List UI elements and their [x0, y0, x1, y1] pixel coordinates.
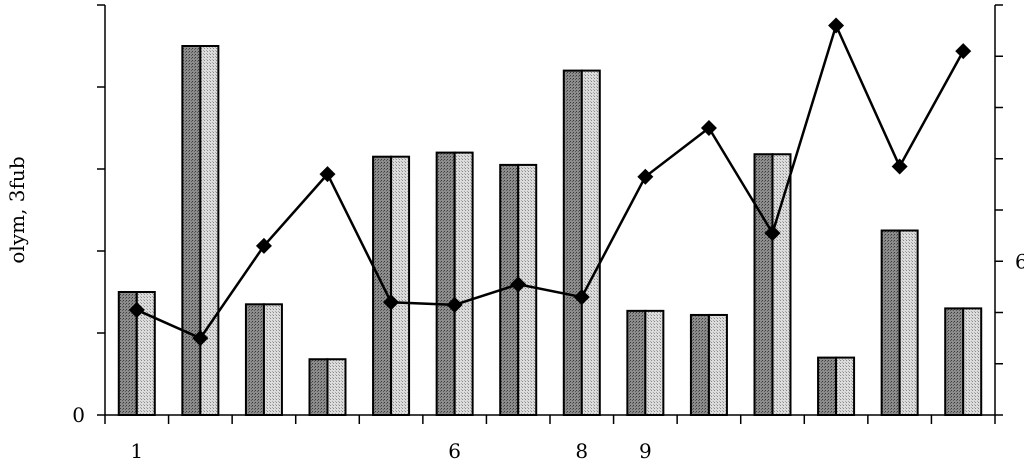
line-point-7	[510, 276, 527, 293]
bar-series2-14	[962, 307, 983, 416]
bar-series2-11	[771, 153, 792, 417]
x-tick-label-9: 9	[639, 439, 652, 463]
bar-series2-5	[390, 155, 411, 416]
bar-series1-9	[626, 309, 647, 416]
axes-layer: 0 6 1 6 8 9	[72, 4, 1024, 463]
bar-series2-3	[262, 303, 283, 416]
bar-series2-8	[580, 69, 601, 416]
bar-series1-2	[181, 45, 202, 416]
y-right-tick-label: 6	[1015, 249, 1024, 273]
line-point-1	[128, 301, 145, 318]
bar-series1-4	[308, 358, 329, 416]
line-point-14	[955, 43, 972, 60]
bar-series1-6	[435, 151, 456, 416]
x-tick-label-8: 8	[575, 439, 588, 463]
bar-series1-3	[244, 303, 265, 416]
bar-series1-11	[753, 153, 774, 417]
bars-layer	[117, 45, 983, 417]
line-point-8	[573, 289, 590, 306]
line-point-13	[891, 158, 908, 175]
bar-series2-4	[326, 358, 347, 416]
line-point-10	[700, 120, 717, 136]
bar-series1-10	[689, 313, 710, 416]
bar-series1-13	[880, 229, 901, 416]
bar-series2-2	[199, 45, 220, 416]
bar-series2-9	[644, 309, 665, 416]
line-point-9	[637, 168, 654, 185]
bar-series1-14	[944, 307, 965, 416]
line-series	[136, 21, 965, 340]
line-point-4	[319, 166, 336, 183]
bar-series2-13	[898, 229, 919, 416]
line-point-3	[255, 237, 272, 254]
bar-series2-7	[517, 163, 538, 416]
line-point-5	[383, 294, 400, 311]
bar-series1-12	[817, 356, 838, 417]
line-point-12	[828, 17, 845, 34]
x-tick-label-1: 1	[130, 439, 143, 463]
line-point-6	[446, 296, 463, 313]
line-point-11	[764, 225, 781, 242]
y-left-tick-label: 0	[72, 403, 85, 427]
bar-series2-6	[453, 151, 474, 416]
line-layer	[128, 17, 972, 347]
x-tick-label-6: 6	[448, 439, 461, 463]
y-axis-label: olym, 3fub	[5, 156, 29, 263]
bar-series2-12	[835, 356, 856, 417]
bar-series1-8	[562, 69, 583, 416]
line-point-2	[192, 330, 209, 347]
bar-series2-10	[707, 313, 728, 416]
